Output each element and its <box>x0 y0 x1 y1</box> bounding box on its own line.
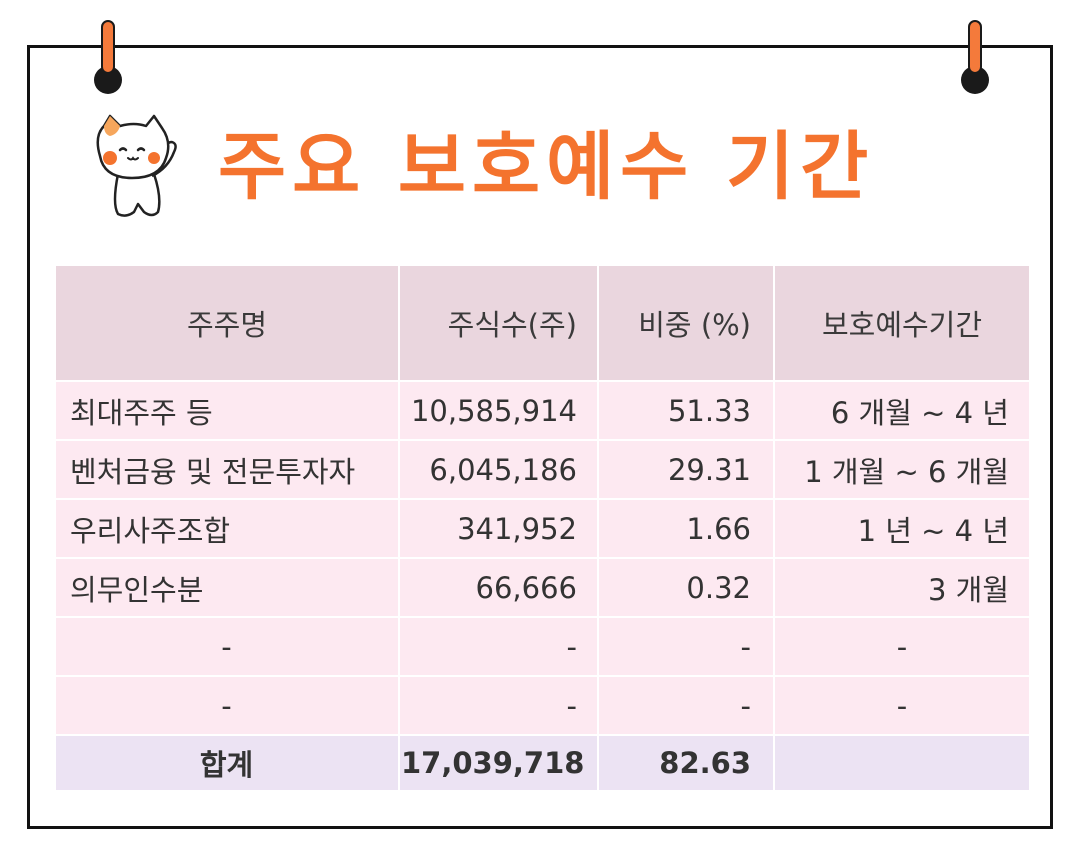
cell-total-label: 합계 <box>56 735 400 792</box>
header-period: 보호예수기간 <box>774 266 1031 382</box>
cell-ratio: 0.32 <box>598 558 775 618</box>
header-shareholder: 주주명 <box>56 266 400 382</box>
cell-shares: 66,666 <box>399 558 599 618</box>
cell-shareholder: - <box>56 676 400 736</box>
header-shares: 주식수(주) <box>399 266 599 382</box>
cell-shares: - <box>399 676 599 736</box>
table-row: 최대주주 등 10,585,914 51.33 6 개월 ~ 4 년 <box>56 381 1031 441</box>
cell-shares: - <box>399 617 599 677</box>
cell-period: 3 개월 <box>774 558 1031 618</box>
cell-shares: 341,952 <box>399 499 599 559</box>
lockup-table: 주주명 주식수(주) 비중 (%) 보호예수기간 최대주주 등 10,585,9… <box>56 266 1031 792</box>
table-row: - - - - <box>56 617 1031 677</box>
cell-period: 1 년 ~ 4 년 <box>774 499 1031 559</box>
header-ratio: 비중 (%) <box>598 266 775 382</box>
cell-shares: 10,585,914 <box>399 381 599 441</box>
cell-total-period <box>774 735 1031 792</box>
binder-ring-left-icon <box>94 20 122 94</box>
cell-total-ratio: 82.63 <box>598 735 775 792</box>
cell-ratio: 29.31 <box>598 440 775 500</box>
cell-shareholder: 최대주주 등 <box>56 381 400 441</box>
table-row: 벤처금융 및 전문투자자 6,045,186 29.31 1 개월 ~ 6 개월 <box>56 440 1031 500</box>
binder-ring-right-icon <box>961 20 989 94</box>
cell-shareholder: 우리사주조합 <box>56 499 400 559</box>
cell-period: 1 개월 ~ 6 개월 <box>774 440 1031 500</box>
cell-ratio: - <box>598 676 775 736</box>
cell-shareholder: - <box>56 617 400 677</box>
table-total-row: 합계 17,039,718 82.63 <box>56 735 1031 792</box>
cell-period: 6 개월 ~ 4 년 <box>774 381 1031 441</box>
table-row: - - - - <box>56 676 1031 736</box>
table-row: 의무인수분 66,666 0.32 3 개월 <box>56 558 1031 618</box>
table-row: 우리사주조합 341,952 1.66 1 년 ~ 4 년 <box>56 499 1031 559</box>
cell-shareholder: 의무인수분 <box>56 558 400 618</box>
cell-ratio: 1.66 <box>598 499 775 559</box>
cell-period: - <box>774 676 1031 736</box>
cat-mascot-icon <box>96 114 177 217</box>
cell-shares: 6,045,186 <box>399 440 599 500</box>
cell-ratio: - <box>598 617 775 677</box>
cell-period: - <box>774 617 1031 677</box>
table-header-row: 주주명 주식수(주) 비중 (%) 보호예수기간 <box>56 266 1031 382</box>
cell-shareholder: 벤처금융 및 전문투자자 <box>56 440 400 500</box>
cell-ratio: 51.33 <box>598 381 775 441</box>
cell-total-shares: 17,039,718 <box>399 735 599 792</box>
page-title: 주요 보호예수 기간 <box>218 124 875 210</box>
